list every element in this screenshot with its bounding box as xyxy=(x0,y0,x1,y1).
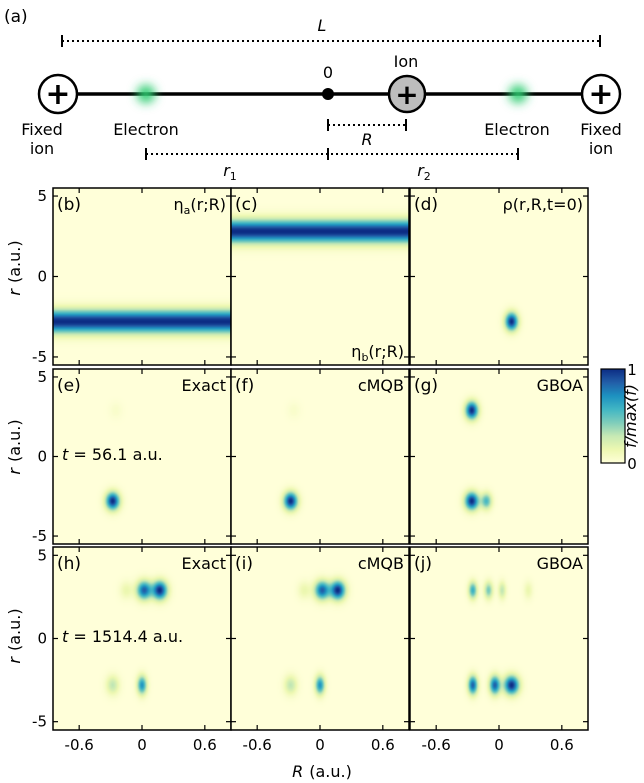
right-fixed-ion: + xyxy=(580,73,622,115)
heatmap-image-b xyxy=(53,188,231,365)
x-tick-label: 0 xyxy=(137,736,147,754)
panel-title-b: ηa(r;R) xyxy=(174,195,226,217)
x-tick-label: 0 xyxy=(494,736,504,754)
y-tick-label: 0 xyxy=(37,268,47,286)
panel-title-j: GBOA xyxy=(537,554,583,573)
colorbar-gradient xyxy=(600,368,626,464)
y-tick-label: 0 xyxy=(37,630,47,648)
left-fixed-ion-label-line1: Fixed xyxy=(21,120,62,139)
heatmap-image-j xyxy=(410,547,588,730)
right-fixed-ion-label-line2: ion xyxy=(589,139,613,158)
colorbar-tick-min: 0 xyxy=(627,455,637,473)
heatmap-panel-j: (j) GBOA xyxy=(409,546,589,731)
right-electron-marker xyxy=(509,85,527,103)
colorbar: 1 0 f/max(f) xyxy=(600,361,640,473)
panel-label-d: (d) xyxy=(414,195,438,215)
left-fixed-ion: + xyxy=(37,73,79,115)
left-fixed-ion-label-line2: ion xyxy=(30,139,54,158)
x-tick-label: -0.6 xyxy=(243,736,272,754)
heatmap-image-h xyxy=(53,547,231,730)
mobile-ion: + xyxy=(387,74,427,114)
y-tick-label: 5 xyxy=(37,546,47,564)
heatmap-image-c xyxy=(231,188,409,365)
x-tick-label: 0.6 xyxy=(193,736,217,754)
heatmap-image-d xyxy=(410,188,588,365)
heatmap-panel-i: (i) cMQB xyxy=(230,546,410,731)
panel-title-e: Exact xyxy=(182,376,226,395)
panel-title-i: cMQB xyxy=(358,554,404,573)
r1-label: r1 xyxy=(223,161,237,183)
origin-label: 0 xyxy=(323,63,333,82)
y-tick-label: -5 xyxy=(32,348,47,366)
colorbar-label: f/max(f) xyxy=(621,384,640,448)
heatmap-panel-g: (g) GBOA xyxy=(409,368,589,545)
time-annotation-row3: t = 1514.4 a.u. xyxy=(62,627,183,646)
r2-label: r2 xyxy=(417,161,431,183)
x-tick-label: -0.6 xyxy=(422,736,451,754)
panel-title-c: ηb(r;R) xyxy=(351,342,404,364)
x-tick-label: 0 xyxy=(315,736,325,754)
panel-label-e: (e) xyxy=(57,376,81,396)
axis-ticks: 50-550-550-5-0.6 0 0.6 -0.6 0 0.6 -0.6 0 0.6 xyxy=(32,187,588,754)
x-tick-label: 0.6 xyxy=(371,736,395,754)
y-tick-label: 0 xyxy=(37,448,47,466)
y-tick-label: 5 xyxy=(37,368,47,386)
R-label: R xyxy=(361,130,372,149)
heatmap-panel-e: (e) Exact xyxy=(52,368,232,545)
y-tick-label: -5 xyxy=(32,713,47,731)
panel-label-i: (i) xyxy=(235,554,253,574)
y-axis-label-row1: r(a.u.) xyxy=(5,240,24,295)
schematic-panel: (a) L + + + 0 Ion R xyxy=(4,7,622,183)
heatmap-image-i xyxy=(231,547,409,730)
heatmap-panel-d: (d) ρ(r,R,t=0) xyxy=(409,187,589,366)
panel-label-b: (b) xyxy=(57,195,81,215)
right-fixed-ion-label-line1: Fixed xyxy=(580,120,621,139)
ion-label: Ion xyxy=(394,52,419,71)
panel-label-f: (f) xyxy=(235,376,254,396)
heatmap-panel-b: (b) ηa(r;R) xyxy=(52,187,232,366)
panel-title-h: Exact xyxy=(182,554,226,573)
x-tick-label: 0.6 xyxy=(550,736,574,754)
x-tick-label: -0.6 xyxy=(65,736,94,754)
panel-label-c: (c) xyxy=(235,195,258,215)
time-annotation-row2: t = 56.1 a.u. xyxy=(62,445,163,464)
y-axis-label-row2: r(a.u.) xyxy=(5,419,24,474)
panel-label-j: (j) xyxy=(414,554,432,574)
heatmap-panel-f: (f) cMQB xyxy=(230,368,410,545)
y-axis-label-row3: r(a.u.) xyxy=(5,608,24,663)
colorbar-tick-max: 1 xyxy=(627,361,637,379)
panel-label-h: (h) xyxy=(57,554,81,574)
plus-icon: + xyxy=(588,77,613,112)
panel-title-g: GBOA xyxy=(537,376,583,395)
y-tick-label: 5 xyxy=(37,187,47,205)
plus-icon: + xyxy=(395,78,418,111)
heatmap-panel-c: (c) ηb(r;R) xyxy=(230,187,410,366)
right-electron-label: Electron xyxy=(484,120,550,139)
x-axis-label: R (a.u.) xyxy=(292,762,352,781)
length-label: L xyxy=(318,16,327,35)
panel-label-a: (a) xyxy=(4,7,28,27)
heatmap-grid: (b) ηa(r;R) (c) ηb(r;R) (d) ρ(r,R,t=0) (e) Exac… xyxy=(52,187,589,731)
heatmap-image-f xyxy=(231,369,409,544)
panel-title-d: ρ(r,R,t=0) xyxy=(503,195,583,214)
panel-title-f: cMQB xyxy=(358,376,404,395)
y-tick-label: -5 xyxy=(32,527,47,545)
left-electron-marker xyxy=(137,85,155,103)
origin-dot xyxy=(322,88,334,100)
plus-icon: + xyxy=(45,77,70,112)
heatmap-image-g xyxy=(410,369,588,544)
left-electron-label: Electron xyxy=(113,120,179,139)
panel-label-g: (g) xyxy=(414,376,438,396)
heatmap-image-e xyxy=(53,369,231,544)
